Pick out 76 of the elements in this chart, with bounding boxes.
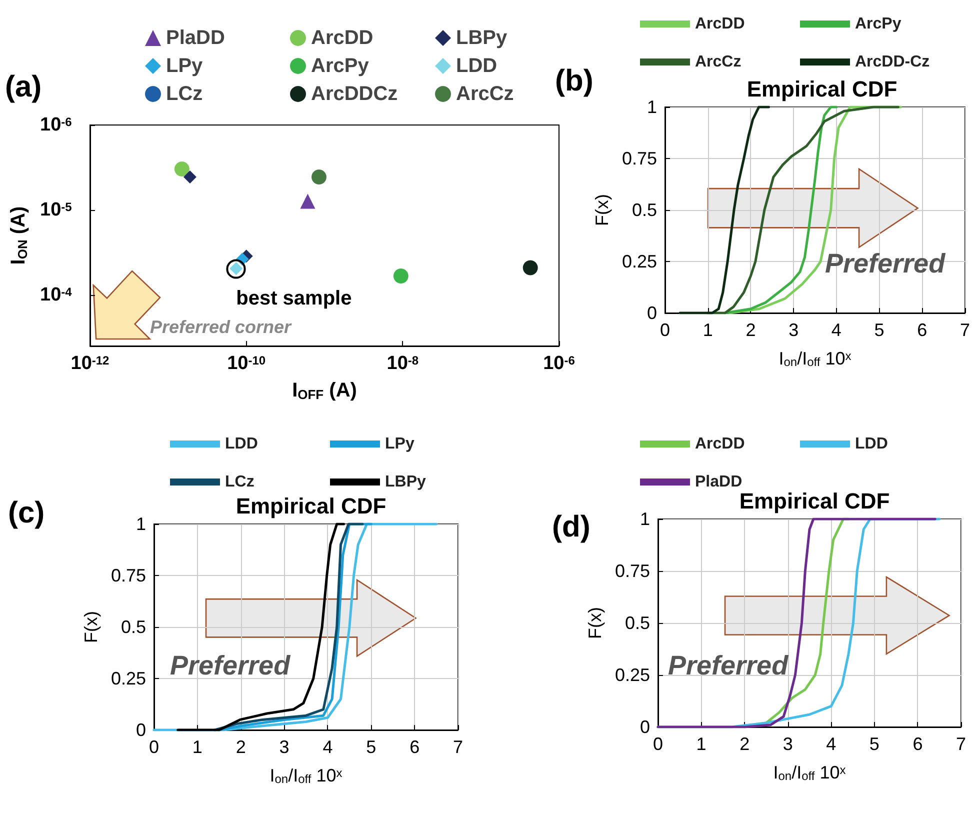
y-tick-label: 0.25 [622,252,657,272]
y-tick-label: 0.75 [110,566,146,586]
y-axis-title: F(x) [81,611,102,643]
annotation: Preferred corner [150,317,292,337]
x-tick-label: 2 [740,734,750,754]
x-tick-label: 6 [917,320,928,340]
annotation: Preferred [825,248,946,278]
x-tick-label: 1 [192,737,202,757]
text: (c) [8,496,45,530]
legend-label: LDD [456,55,498,77]
x-tick-label: 6 [912,734,923,754]
annotation: Preferred [170,650,291,680]
x-tick-label: 3 [279,737,290,757]
x-tick-label: 4 [826,734,836,754]
x-tick-label: 1 [696,734,706,754]
x-tick-label: 6 [410,737,420,757]
x-axis-title: IOFF (A) [292,380,357,402]
y-tick-label: 0 [136,720,146,740]
y-tick-label: 1 [646,97,657,117]
y-axis-title: ION (A) [8,206,30,265]
y-axis-title: F(x) [585,607,606,639]
legend-label: LCz [225,474,254,490]
legend-label: LCz [166,83,203,105]
legend-label: ArcDD [695,436,745,452]
x-tick-label: 4 [831,320,842,340]
y-tick-label: 0.25 [110,668,146,688]
x-tick-label: 1 [702,320,713,340]
legend-label: LDD [855,436,888,452]
legend-label: ArcCz [695,54,742,70]
y-tick-label: 0.5 [632,200,657,220]
text: (d) [552,510,590,544]
legend-label: ArcPy [311,55,370,77]
legend-label: ArcPy [855,16,902,32]
x-tick-label: 7 [956,734,966,754]
y-axis-title: F(x) [592,194,612,226]
annotation: Preferred [668,650,789,680]
y-tick-label: 1 [136,514,146,534]
y-tick-label: 0.5 [624,613,650,633]
legend-label: LPy [385,436,414,452]
legend-label: PlaDD [166,27,225,49]
y-tick-label: 0 [640,717,650,737]
legend-label: LPy [166,55,204,77]
x-tick-label: 4 [322,737,333,757]
y-tick-label: 0.5 [120,617,146,637]
text: (b) [555,64,594,98]
legend-label: LDD [225,436,258,452]
x-tick-label: 3 [782,734,793,754]
y-tick-label: 0.25 [614,665,650,685]
legend-label: ArcCz [456,83,514,105]
y-tick-label: 1 [640,509,650,529]
x-tick-label: 7 [452,737,464,757]
x-tick-label: 5 [869,734,880,754]
x-tick-label: 0 [148,737,160,757]
legend-label: LBPy [385,474,426,490]
legend-label: ArcDD [311,27,374,49]
chart-title: Empirical CDF [739,488,890,514]
chart-title: Empirical CDF [236,494,386,518]
y-tick-label: 0.75 [614,561,650,581]
x-tick-label: 3 [788,320,799,340]
x-tick-label: 5 [874,320,884,340]
x-tick-label: 5 [366,737,376,757]
legend-label: PlaDD [695,474,742,490]
annotation: best sample [236,288,352,310]
text: (a) [5,70,42,104]
y-tick-label: 0.75 [622,148,657,168]
y-tick-label: 0 [646,303,657,323]
legend-label: ArcDDCz [311,83,398,105]
chart-title: Empirical CDF [746,76,898,102]
line-series [678,106,770,314]
legend-label: ArcDD-Cz [855,54,930,70]
legend-label: LBPy [456,27,508,49]
legend-label: ArcDD [695,16,745,32]
x-tick-label: 0 [660,320,670,340]
x-tick-label: 7 [960,320,970,340]
x-tick-label: 2 [746,320,756,340]
x-tick-label: 2 [236,737,246,757]
